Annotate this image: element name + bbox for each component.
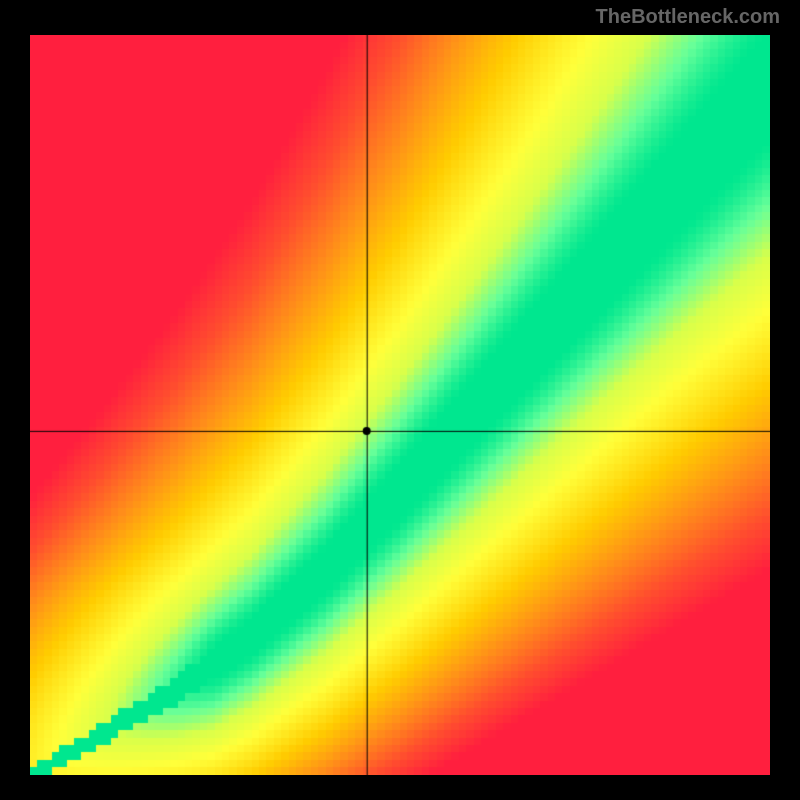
watermark-label: TheBottleneck.com bbox=[596, 6, 780, 29]
heatmap-canvas bbox=[30, 35, 770, 775]
chart-container: TheBottleneck.com bbox=[0, 0, 800, 800]
